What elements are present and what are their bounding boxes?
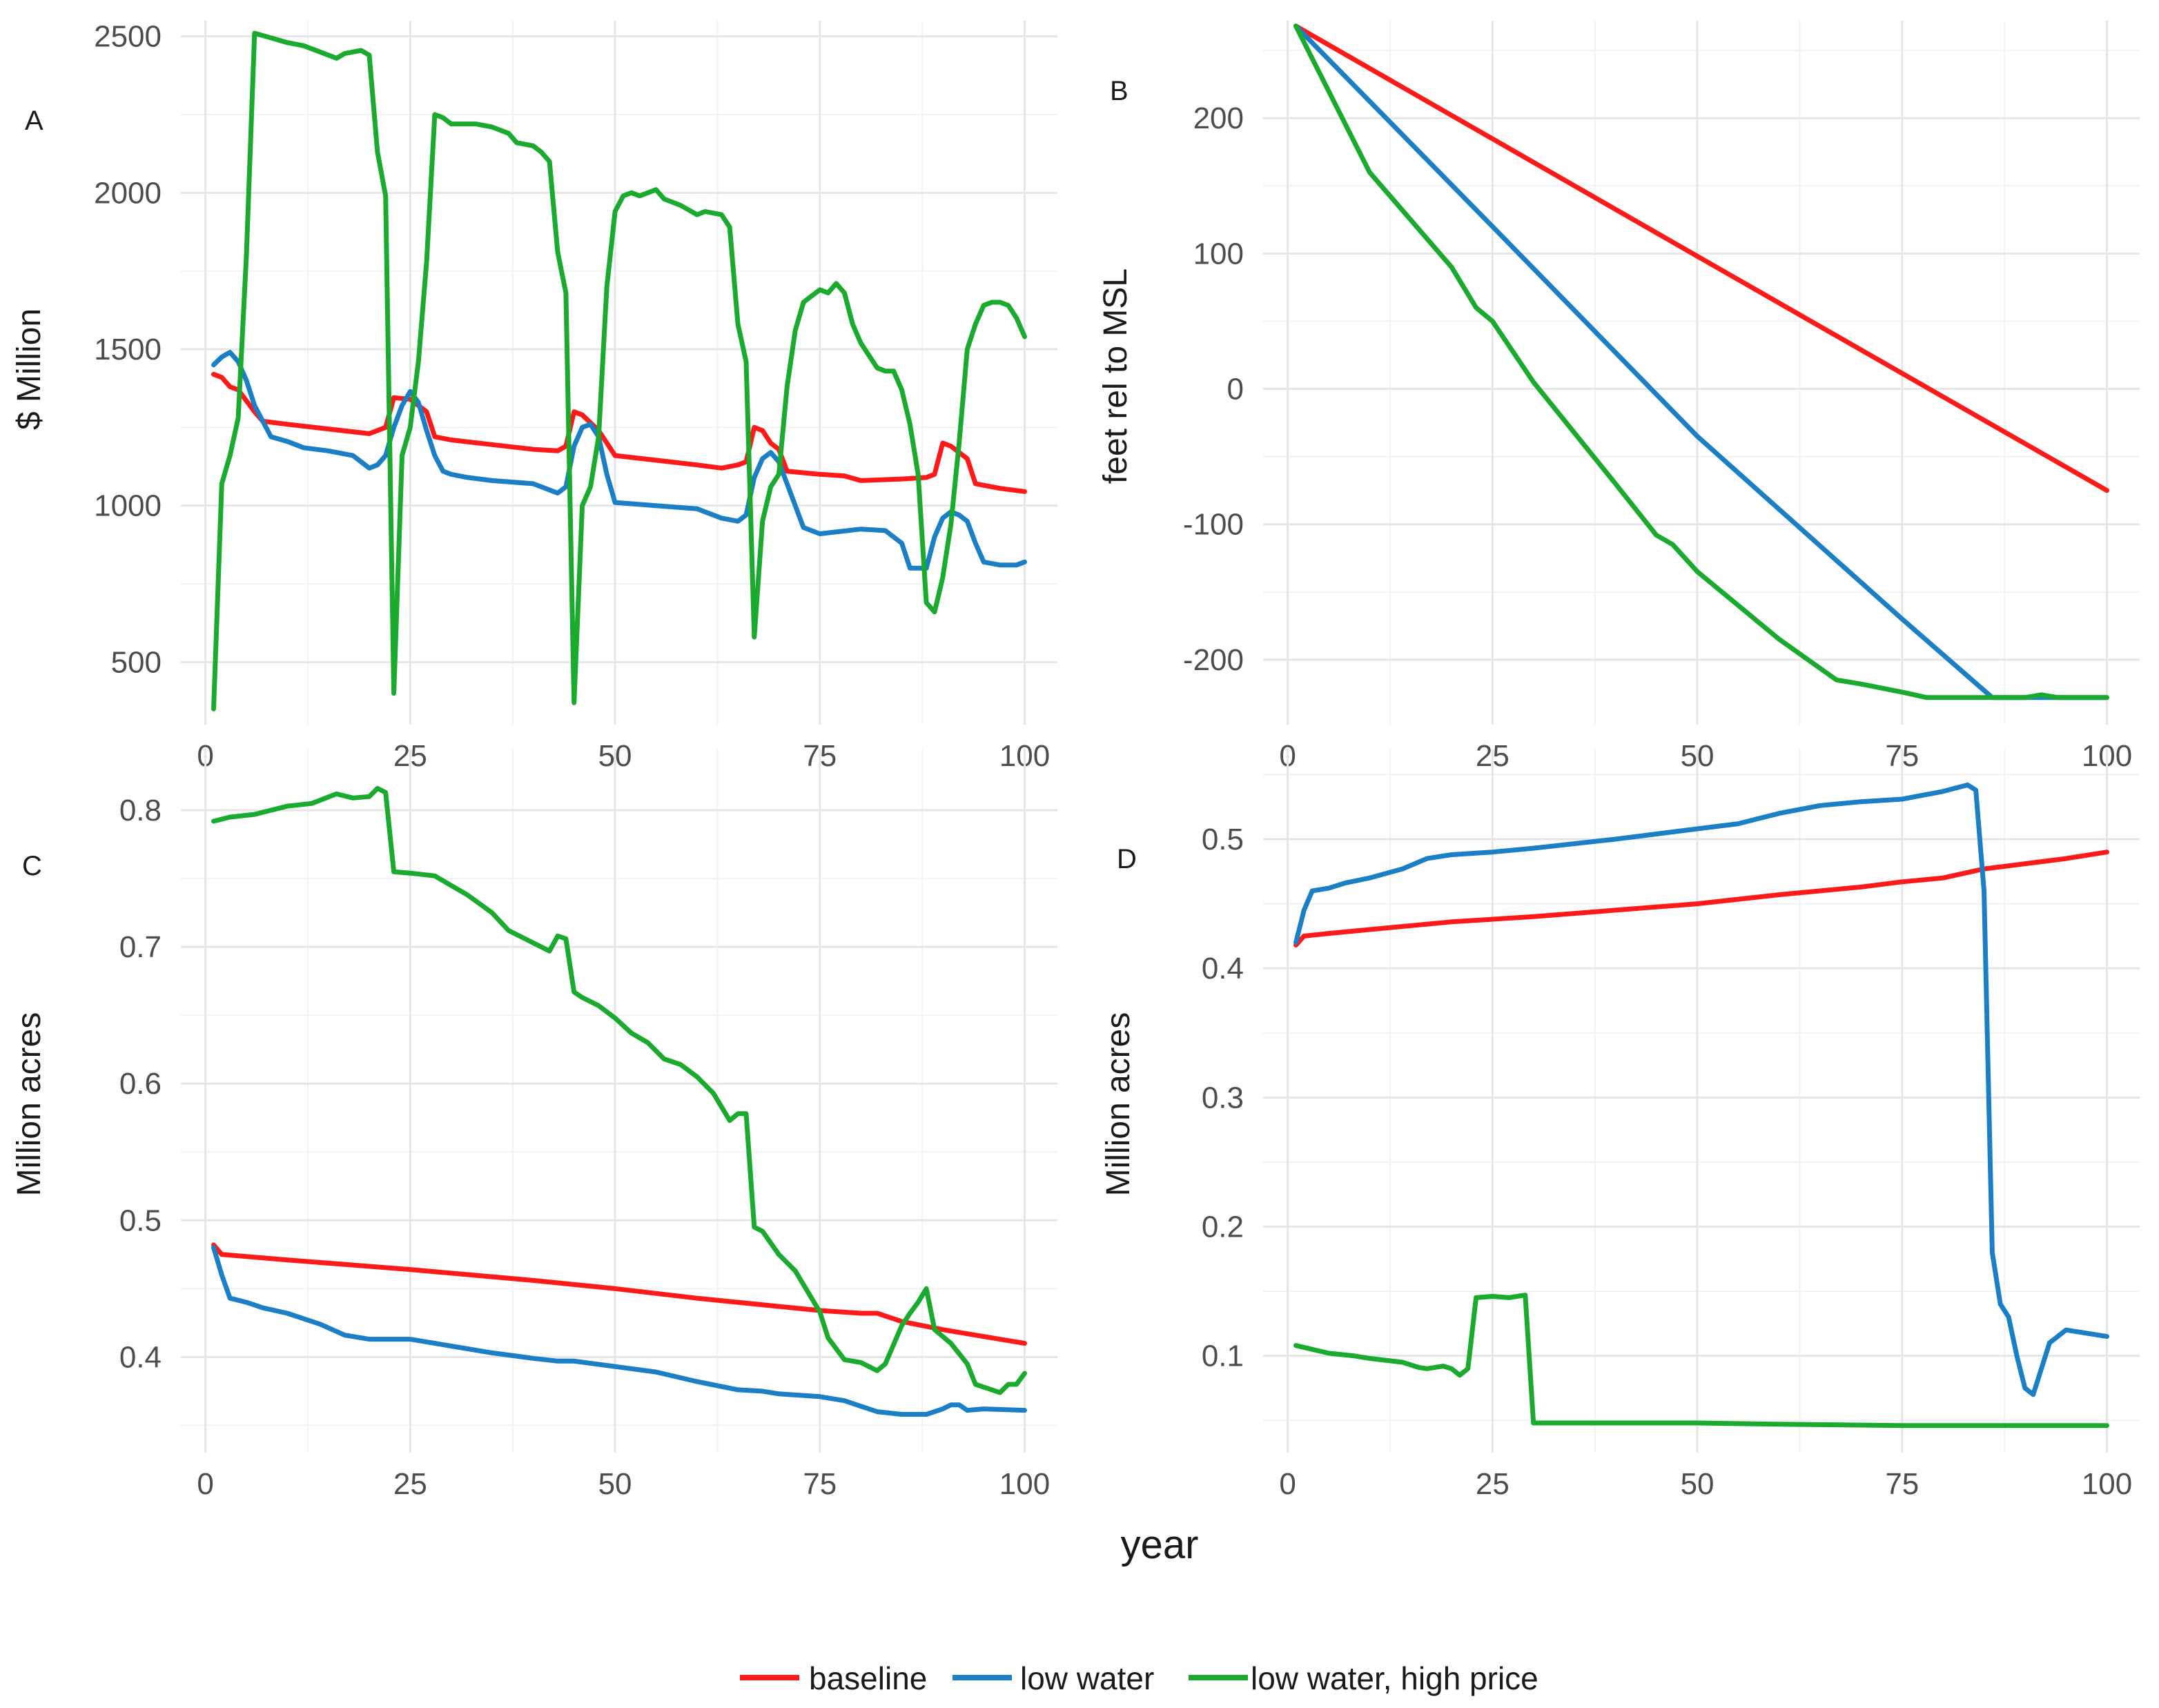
legend-label-low-water: low water bbox=[1020, 1660, 1154, 1696]
panel-a-series-low-water-high-price bbox=[211, 30, 1027, 711]
legend-label-baseline: baseline bbox=[809, 1660, 927, 1696]
panel-d: 0.1 0.2 0.3 0.4 0.5 0 25 50 75 100 D Million acr… bbox=[1100, 749, 2140, 1501]
panel-c-series-baseline bbox=[211, 1242, 1027, 1346]
panel-d-ytick-label: 0.5 bbox=[1202, 823, 1244, 856]
panel-d-series-low-water bbox=[1293, 782, 2109, 1397]
panel-c-ytick-label: 0.4 bbox=[119, 1340, 162, 1374]
panel-b-ytick-label: -200 bbox=[1183, 643, 1244, 677]
panel-b-ytick-label: 200 bbox=[1193, 101, 1244, 135]
panel-b-ytick-label: -100 bbox=[1183, 508, 1244, 542]
panel-d-xtick-label: 50 bbox=[1681, 1467, 1714, 1501]
panel-c: 0.4 0.5 0.6 0.7 0.8 0 25 50 75 100 C Million acr… bbox=[11, 749, 1057, 1501]
panel-a-ytick-label: 2500 bbox=[94, 20, 162, 54]
panel-c-ytick-label: 0.7 bbox=[119, 930, 162, 964]
panel-c-ytick-label: 0.8 bbox=[119, 794, 162, 827]
panel-d-xtick-label: 0 bbox=[1279, 1467, 1296, 1501]
panel-b-series-low-water bbox=[1293, 23, 2109, 700]
panel-b-ytick-label: 0 bbox=[1227, 373, 1244, 406]
panel-a-ytick-label: 500 bbox=[111, 645, 162, 679]
panel-a-ytick-label: 2000 bbox=[94, 176, 162, 210]
panel-d-xtick-label: 25 bbox=[1476, 1467, 1510, 1501]
panel-c-xtick-label: 100 bbox=[999, 1467, 1050, 1501]
panel-c-xtick-label: 25 bbox=[393, 1467, 427, 1501]
panel-d-xtick-label: 100 bbox=[2082, 1467, 2132, 1501]
panel-c-ytick-label: 0.5 bbox=[119, 1204, 162, 1237]
panel-b-series-low-water-high-price bbox=[1293, 23, 2109, 700]
panel-c-ytick-label: 0.6 bbox=[119, 1067, 162, 1101]
panel-c-tag: C bbox=[22, 851, 42, 881]
panel-b-ylabel: feet rel to MSL bbox=[1097, 268, 1134, 484]
panel-d-ytick-label: 0.3 bbox=[1202, 1081, 1244, 1115]
panel-a-tag: A bbox=[25, 106, 43, 136]
panel-d-ylabel: Million acres bbox=[1100, 1012, 1137, 1197]
panel-c-xtick-label: 0 bbox=[197, 1467, 213, 1501]
panel-c-series-low-water-high-price bbox=[211, 785, 1027, 1395]
panel-d-ytick-label: 0.2 bbox=[1202, 1210, 1244, 1244]
panel-c-xtick-label: 50 bbox=[598, 1467, 632, 1501]
panel-d-xtick-label: 75 bbox=[1885, 1467, 1919, 1501]
panel-b-tag: B bbox=[1110, 76, 1129, 106]
panel-d-ytick-label: 0.4 bbox=[1202, 952, 1244, 985]
panel-a-series-low-water bbox=[211, 350, 1027, 571]
panel-c-ylabel: Million acres bbox=[11, 1012, 48, 1197]
panel-d-series-baseline bbox=[1293, 850, 2109, 948]
panel-d-ytick-label: 0.1 bbox=[1202, 1339, 1244, 1373]
panel-a-ylabel: $ Million bbox=[11, 308, 48, 430]
legend-label-low-water-high-price: low water, high price bbox=[1251, 1660, 1538, 1696]
panel-c-xtick-label: 75 bbox=[803, 1467, 837, 1501]
panel-d-series-low-water-high-price bbox=[1293, 1293, 2109, 1429]
panel-b-series-baseline bbox=[1293, 23, 2109, 493]
panel-a-ytick-label: 1500 bbox=[94, 333, 162, 366]
x-axis-title: year bbox=[1121, 1522, 1199, 1567]
panel-b-ytick-label: 100 bbox=[1193, 237, 1244, 271]
panel-c-series-low-water bbox=[211, 1245, 1027, 1417]
panel-d-tag: D bbox=[1117, 844, 1137, 874]
legend: baseline low water low water, high price bbox=[740, 1660, 1538, 1696]
panel-a-ytick-label: 1000 bbox=[94, 489, 162, 523]
